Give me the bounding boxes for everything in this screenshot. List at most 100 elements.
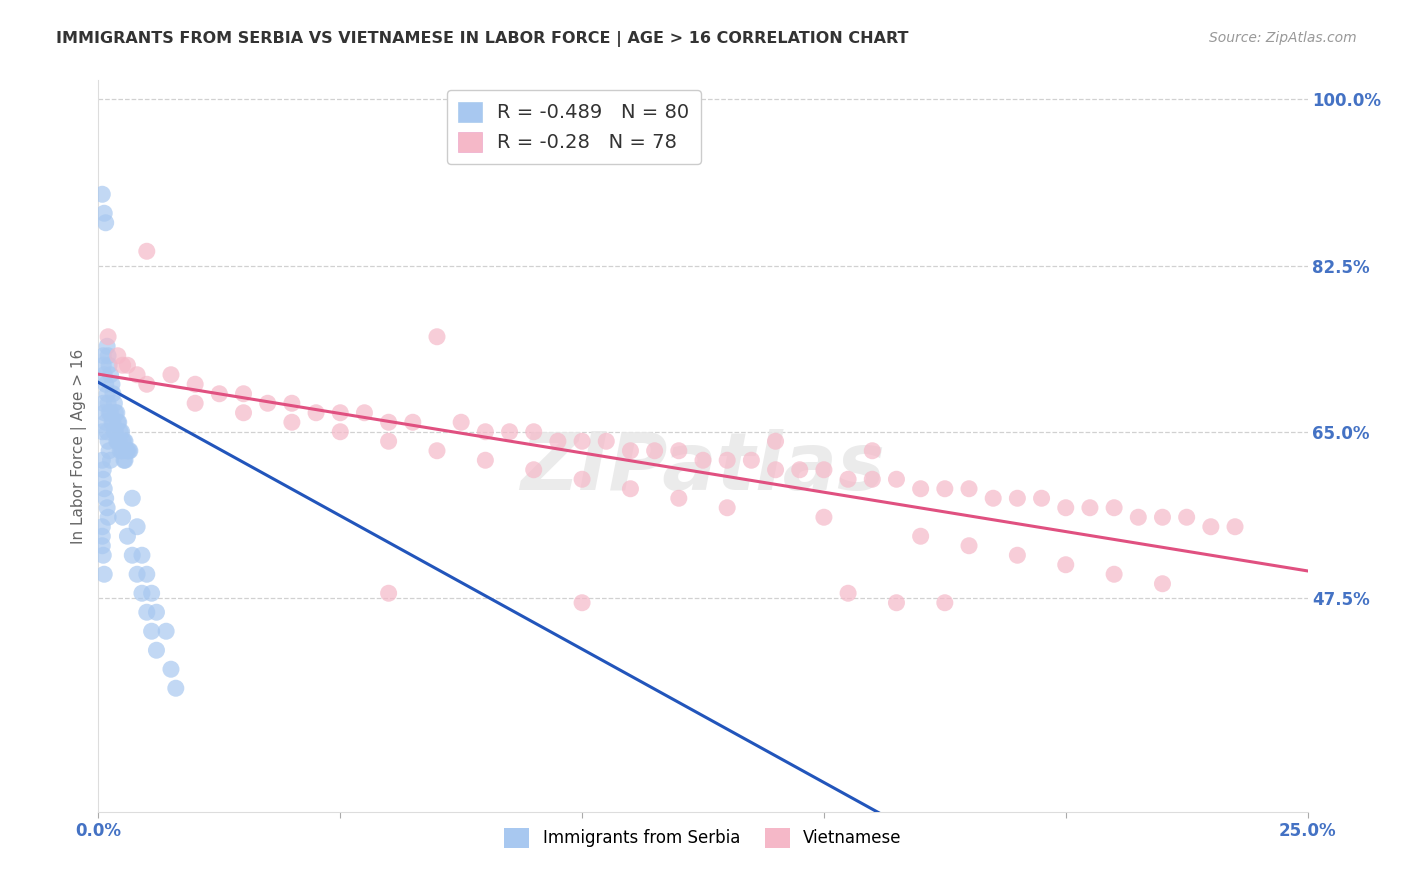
Point: [160, 662, 183, 676]
Point: [93, 482, 115, 496]
Point: [91, 396, 114, 410]
Point: [571, 472, 593, 486]
Point: [145, 643, 167, 657]
Point: [96, 425, 118, 439]
Point: [97, 349, 120, 363]
Point: [716, 453, 738, 467]
Text: ZIPatlas: ZIPatlas: [520, 429, 886, 507]
Point: [127, 520, 149, 534]
Point: [131, 548, 153, 562]
Point: [114, 453, 136, 467]
Point: [547, 434, 569, 449]
Point: [644, 443, 666, 458]
Point: [1007, 491, 1029, 506]
Point: [91, 187, 114, 202]
Point: [135, 567, 157, 582]
Point: [91, 425, 114, 439]
Point: [101, 377, 124, 392]
Point: [281, 396, 304, 410]
Point: [117, 358, 139, 372]
Point: [131, 586, 153, 600]
Point: [107, 415, 129, 429]
Point: [1128, 510, 1150, 524]
Point: [127, 368, 149, 382]
Point: [886, 596, 908, 610]
Point: [103, 425, 125, 439]
Point: [91, 539, 114, 553]
Point: [100, 406, 122, 420]
Point: [498, 425, 520, 439]
Point: [94, 216, 117, 230]
Point: [118, 443, 141, 458]
Point: [232, 406, 254, 420]
Point: [910, 482, 932, 496]
Point: [1078, 500, 1101, 515]
Point: [135, 377, 157, 392]
Point: [97, 510, 120, 524]
Point: [305, 406, 328, 420]
Point: [111, 443, 134, 458]
Point: [141, 624, 163, 639]
Point: [329, 425, 352, 439]
Point: [813, 510, 835, 524]
Point: [108, 425, 131, 439]
Point: [450, 415, 472, 429]
Point: [107, 415, 129, 429]
Point: [1152, 510, 1174, 524]
Point: [860, 443, 883, 458]
Point: [127, 567, 149, 582]
Point: [910, 529, 932, 543]
Point: [765, 463, 787, 477]
Point: [789, 463, 811, 477]
Point: [377, 415, 399, 429]
Point: [104, 406, 127, 420]
Point: [474, 453, 496, 467]
Point: [114, 434, 136, 449]
Point: [94, 491, 117, 506]
Point: [91, 548, 114, 562]
Point: [121, 548, 143, 562]
Point: [135, 244, 157, 259]
Point: [96, 339, 118, 353]
Text: IMMIGRANTS FROM SERBIA VS VIETNAMESE IN LABOR FORCE | AGE > 16 CORRELATION CHART: IMMIGRANTS FROM SERBIA VS VIETNAMESE IN …: [56, 31, 908, 47]
Point: [107, 349, 129, 363]
Point: [91, 453, 114, 467]
Point: [111, 434, 134, 449]
Point: [716, 500, 738, 515]
Point: [1102, 500, 1125, 515]
Point: [957, 539, 980, 553]
Point: [402, 415, 425, 429]
Point: [101, 386, 124, 401]
Point: [934, 482, 956, 496]
Point: [97, 434, 120, 449]
Point: [121, 491, 143, 506]
Point: [112, 434, 135, 449]
Point: [112, 453, 135, 467]
Point: [765, 434, 787, 449]
Point: [111, 358, 134, 372]
Point: [93, 406, 115, 420]
Point: [118, 443, 141, 458]
Point: [141, 586, 163, 600]
Point: [96, 386, 118, 401]
Point: [377, 586, 399, 600]
Point: [474, 425, 496, 439]
Point: [91, 349, 114, 363]
Point: [619, 443, 641, 458]
Point: [1223, 520, 1246, 534]
Point: [96, 500, 118, 515]
Point: [93, 567, 115, 582]
Point: [103, 396, 125, 410]
Point: [426, 443, 449, 458]
Point: [329, 406, 352, 420]
Point: [934, 596, 956, 610]
Point: [101, 415, 124, 429]
Point: [523, 463, 546, 477]
Point: [208, 386, 231, 401]
Point: [981, 491, 1004, 506]
Point: [104, 425, 127, 439]
Point: [115, 443, 138, 458]
Point: [837, 586, 859, 600]
Point: [256, 396, 278, 410]
Point: [100, 368, 122, 382]
